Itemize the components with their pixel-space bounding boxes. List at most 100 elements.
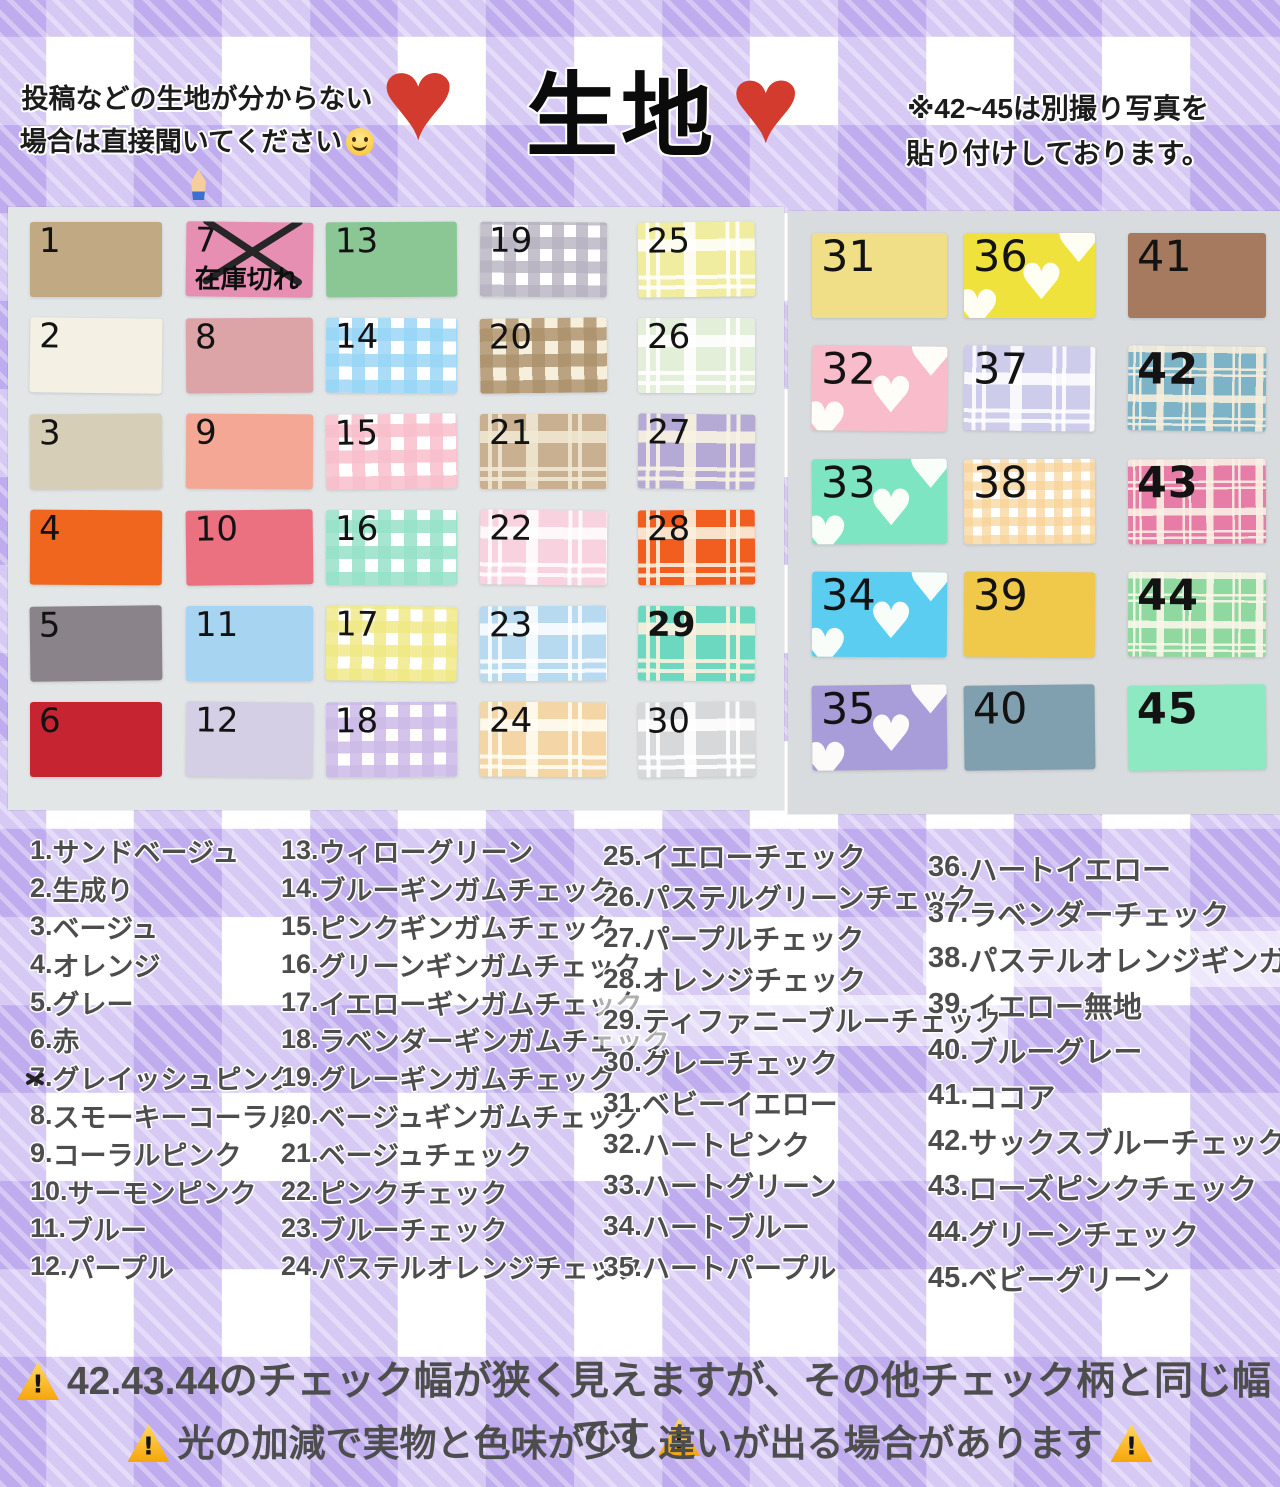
legend-item-number: 8.	[30, 1099, 53, 1130]
legend-item-number: 42.	[928, 1124, 969, 1157]
legend-item-name: パープルチェック	[641, 923, 865, 955]
legend-item-name: ハートパープル	[641, 1253, 837, 1285]
legend-column-3: 25. イエローチェック 26. パステルグリーンチェック 27. パープルチェック 28.…	[603, 835, 1003, 1288]
legend-item-42: 42. サックスブルーチェック	[928, 1119, 1280, 1165]
legend-item-4: 4. オレンジ	[30, 945, 296, 983]
legend-column-1: 1. サンドベージュ 2. 生成り 3. ベージュ 4. オレンジ 5. グレー 6. 赤 7. グレイッ…	[30, 832, 296, 1286]
swatch-number-1: 1	[39, 222, 61, 261]
header-note-left-line1: 投稿などの生地が分からない	[21, 84, 373, 114]
legend-item-name: パステルオレンジチェック	[318, 1254, 643, 1285]
legend-item-name: ウィローグリーン	[318, 838, 534, 869]
legend-item-number: 40.	[928, 1033, 969, 1066]
legend-item-number: 22.	[281, 1175, 319, 1206]
legend-item-number: 29.	[603, 1004, 642, 1036]
legend-item-name: サンドベージュ	[52, 838, 240, 869]
legend-item-25: 25. イエローチェック	[603, 835, 1003, 876]
legend-item-number: 20.	[281, 1099, 319, 1130]
legend-item-27: 27. パープルチェック	[603, 917, 1003, 958]
legend-item-name: ベビーグリーン	[968, 1265, 1170, 1298]
legend-item-number: 28.	[603, 963, 642, 995]
footer-warning-1-text: 42.43.44のチェック幅が狭く見えますが、その他チェック柄と同じ幅です	[66, 1360, 1272, 1459]
legend-item-number: 38.	[928, 942, 969, 975]
swatch-31: 31	[812, 233, 947, 318]
legend-item-34: 34. ハートブルー	[603, 1206, 1003, 1247]
legend-item-3: 3. ベージュ	[30, 908, 296, 946]
legend-item-number: 44.	[928, 1216, 969, 1249]
legend-item-number: 18.	[281, 1024, 319, 1055]
legend-item-33: 33. ハートグリーン	[603, 1165, 1003, 1206]
swatch-number-26: 26	[647, 318, 691, 357]
legend-item-35: 35. ハートパープル	[603, 1247, 1003, 1288]
legend-item-number: 33.	[603, 1169, 642, 1201]
header-note-left: 投稿などの生地が分からない 場合は直接聞いてください	[8, 78, 386, 207]
legend-item-number: 37.	[928, 896, 969, 929]
legend-item-6: 6. 赤	[30, 1021, 296, 1059]
legend-item-name: コーラルピンク	[52, 1140, 242, 1171]
legend-item-21: 21. ベージュチェック	[281, 1134, 670, 1172]
legend-item-name: グリーンチェック	[968, 1219, 1199, 1252]
legend-item-number: 30.	[603, 1045, 642, 1077]
legend-item-name: パステルグリーンチェック	[641, 882, 977, 914]
legend-item-number: 13.	[281, 835, 319, 866]
legend-item-7: 7. グレイッシュピンク	[30, 1059, 296, 1097]
legend-item-name: イエローチェック	[641, 841, 866, 873]
legend-item-number: 16.	[281, 948, 319, 979]
warning-icon	[16, 1362, 59, 1400]
legend-item-19: 19. グレーギンガムチェック	[281, 1059, 670, 1097]
footer-warning-2-text: 光の加減で実物と色味が少し違いが出る場合があります	[177, 1423, 1103, 1464]
legend-item-number: 11.	[30, 1213, 67, 1244]
legend-item-name: ハートブルー	[641, 1212, 810, 1244]
legend-item-24: 24. パステルオレンジチェック	[281, 1248, 670, 1286]
legend-item-number: 24.	[281, 1251, 319, 1282]
swatch-number-36: 36	[973, 233, 1028, 282]
legend-item-name: ピンクギンガムチェック	[318, 914, 616, 944]
legend-item-name: グレーチェック	[641, 1047, 838, 1079]
legend-item-29: 29. ティファニーブルーチェック	[603, 999, 1003, 1041]
legend-item-36: 36. ハートイエロー	[928, 845, 1280, 891]
legend-item-23: 23. ブルーチェック	[281, 1210, 670, 1248]
legend-item-number: 5.	[30, 986, 53, 1017]
legend-item-44: 44. グリーンチェック	[928, 1210, 1280, 1256]
legend-item-37: 37. ラベンダーチェック	[928, 891, 1280, 937]
legend-item-name: ココア	[968, 1082, 1056, 1115]
legend-item-name: ハートイエロー	[968, 854, 1172, 887]
warning-icon	[127, 1424, 170, 1462]
legend-item-name: スモーキーコーラル	[52, 1102, 296, 1133]
legend-item-name: グレーギンガムチェック	[318, 1065, 616, 1096]
header-note-left-line2: 場合は直接聞いてください	[8, 121, 386, 207]
legend-item-number: 27.	[603, 921, 642, 953]
legend-item-name: ブルー	[66, 1216, 148, 1247]
legend-item-26: 26. パステルグリーンチェック	[603, 876, 1003, 917]
legend-item-10: 10. サーモンピンク	[30, 1172, 296, 1210]
legend-column-4: 36.ハートイエロー37.ラベンダーチェック38.パステルオレンジギンガム39.…	[928, 845, 1280, 1301]
legend-item-number: 12.	[30, 1251, 68, 1282]
smiling-face-emoji	[346, 128, 375, 156]
swatch-11: 11	[186, 606, 313, 681]
legend-item-number: 31.	[603, 1086, 642, 1118]
swatch-1: 1	[30, 222, 162, 297]
heart-icon: ♥	[380, 33, 456, 165]
legend-item-name: オレンジ	[52, 951, 161, 982]
folded-hands-emoji	[191, 169, 206, 200]
legend-item-12: 12. パープル	[30, 1248, 296, 1286]
swatch-16: 16	[326, 510, 457, 585]
legend-item-40: 40. ブルーグレー	[928, 1027, 1280, 1073]
legend-item-number: 17.	[281, 986, 319, 1017]
legend-item-11: 11. ブルー	[30, 1210, 296, 1248]
page-title: 生地	[525, 66, 716, 168]
legend-item-name: イエロー無地	[968, 991, 1143, 1024]
legend-item-45: 45. ベビーグリーン	[928, 1255, 1280, 1301]
legend-item-number: 10.	[30, 1175, 68, 1206]
swatch-number-41: 41	[1137, 233, 1192, 282]
legend-item-name: パステルオレンジギンガム	[968, 945, 1280, 978]
legend-item-28: 28. オレンジチェック	[603, 959, 1003, 1000]
legend-item-14: 14. ブルーギンガムチェック	[281, 870, 670, 908]
legend-item-number: 2.	[30, 873, 53, 904]
legend-item-name: 生成り	[52, 876, 134, 907]
legend-item-name: ブルーチェック	[318, 1216, 508, 1247]
legend-item-number: 36.	[928, 851, 969, 884]
legend-item-number: 4.	[30, 948, 53, 979]
legend-item-name: グレイッシュピンク	[52, 1065, 296, 1096]
